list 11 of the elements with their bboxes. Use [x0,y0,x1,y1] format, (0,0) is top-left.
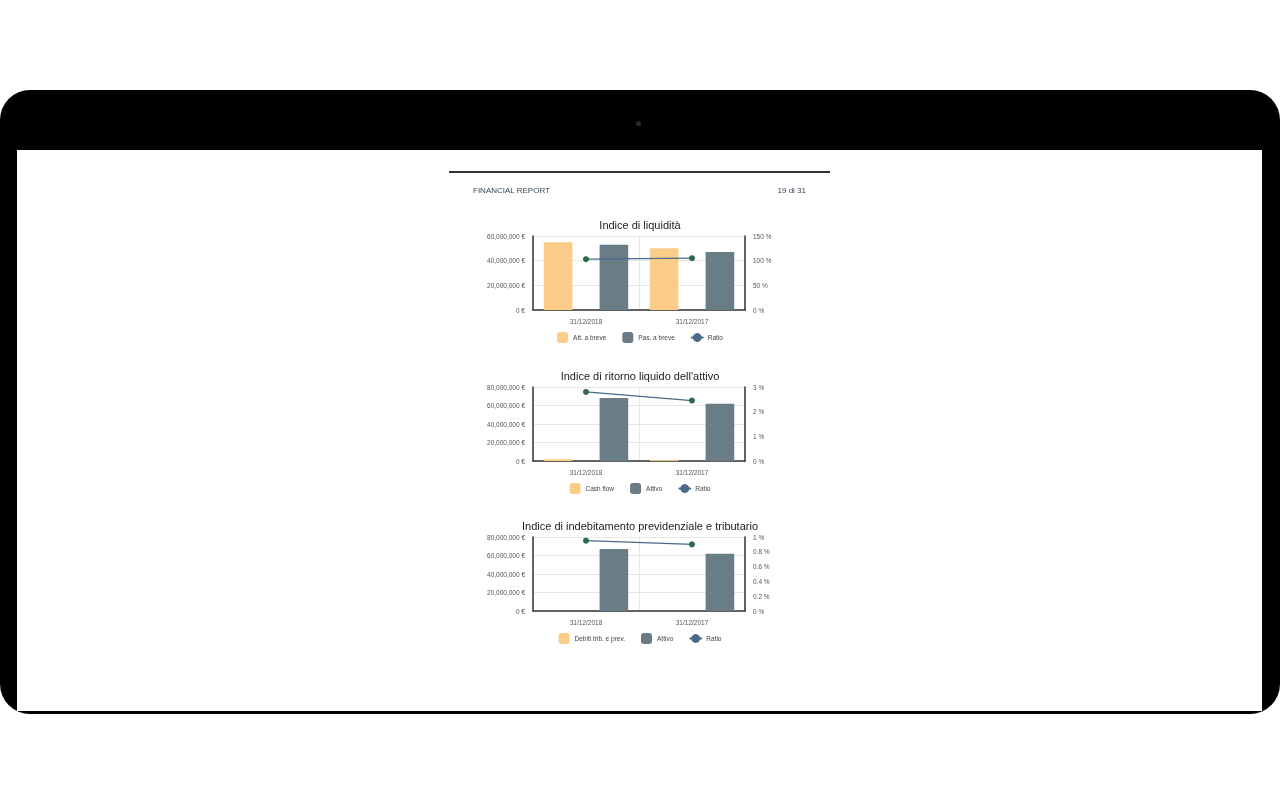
chart-title: Indice di liquidità [599,218,682,231]
bar [705,252,735,310]
chart-title: Indice di indebitamento previdenziale e tributario [521,519,759,532]
bar [599,244,629,310]
bar [649,248,679,310]
bar [599,398,629,461]
text: 19 di 31 [777,186,806,196]
bar [705,403,735,461]
bar [543,242,573,310]
text: FINANCIAL REPORT [473,186,550,196]
chart-title: Indice di ritorno liquido dell'attivo [560,369,720,382]
